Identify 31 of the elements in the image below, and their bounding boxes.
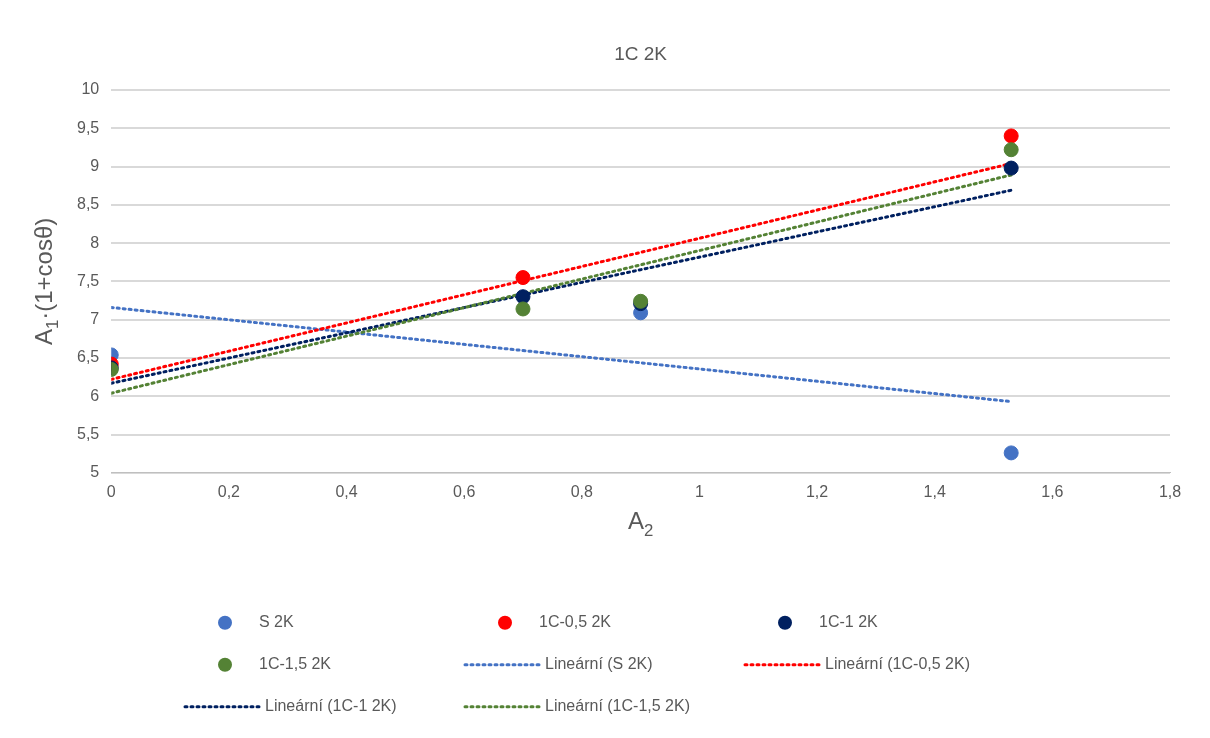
- legend-label: Lineární (1C-1 2K): [265, 697, 397, 715]
- chart-title: 1C 2K: [614, 43, 668, 65]
- x-tick-label: 1,6: [1041, 482, 1064, 500]
- y-tick-label: 7: [90, 310, 100, 328]
- x-tick-label: 0,8: [570, 482, 594, 500]
- x-tick-label: 0,4: [335, 482, 358, 500]
- y-tick-label: 9: [90, 156, 100, 174]
- y-tick-label: 8: [90, 233, 100, 251]
- legend-label: Lineární (1C-0,5 2K): [825, 655, 970, 673]
- x-tick-label: 0,2: [217, 482, 241, 500]
- legend-label: S 2K: [259, 613, 295, 631]
- y-tick-label: 6,5: [76, 348, 100, 366]
- y-tick-label: 8,5: [76, 195, 100, 213]
- x-tick-label: 0,6: [453, 482, 476, 500]
- y-tick-label: 5,5: [76, 424, 100, 442]
- y-tick-label: 6: [90, 386, 100, 404]
- x-tick-label: 1,8: [1158, 482, 1182, 500]
- x-tick-label: 0: [106, 482, 116, 500]
- x-tick-label: 1,4: [923, 482, 946, 500]
- legend-label: Lineární (1C-1,5 2K): [545, 697, 690, 715]
- y-tick-label: 9,5: [76, 118, 100, 136]
- y-tick-label: 5: [90, 463, 100, 481]
- legend-label: 1C-1,5 2K: [259, 655, 332, 673]
- y-tick-label: 10: [81, 80, 100, 98]
- legend-label: 1C-1 2K: [819, 613, 879, 631]
- y-tick-label: 7,5: [76, 271, 100, 289]
- x-tick-label: 1,2: [805, 482, 829, 500]
- y-axis-title: A1·(1+cosθ): [29, 217, 63, 346]
- legend-label: Lineární (S 2K): [545, 655, 653, 673]
- x-tick-label: 1: [694, 482, 704, 500]
- legend-label: 1C-0,5 2K: [539, 613, 612, 631]
